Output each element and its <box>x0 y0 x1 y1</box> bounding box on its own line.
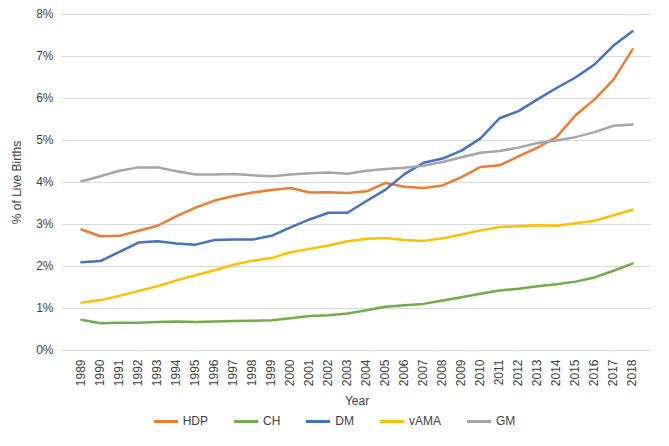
svg-text:2007: 2007 <box>416 359 430 386</box>
svg-text:1999: 1999 <box>264 359 278 386</box>
svg-text:1993: 1993 <box>150 359 164 386</box>
svg-text:1992: 1992 <box>131 359 145 386</box>
svg-text:0%: 0% <box>36 343 54 357</box>
svg-text:2%: 2% <box>36 259 54 273</box>
svg-text:1991: 1991 <box>112 359 126 386</box>
svg-text:2005: 2005 <box>378 359 392 386</box>
svg-text:2002: 2002 <box>321 359 335 386</box>
svg-text:3%: 3% <box>36 217 54 231</box>
svg-text:7%: 7% <box>36 49 54 63</box>
svg-text:2004: 2004 <box>359 359 373 386</box>
svg-text:8%: 8% <box>36 7 54 21</box>
svg-text:1994: 1994 <box>169 359 183 386</box>
svg-text:2018: 2018 <box>625 359 639 386</box>
svg-text:2017: 2017 <box>606 359 620 386</box>
html-text:CH: CH <box>263 414 281 428</box>
svg-text:1%: 1% <box>36 301 54 315</box>
svg-text:2009: 2009 <box>454 359 468 386</box>
svg-text:4%: 4% <box>36 175 54 189</box>
svg-text:Year: Year <box>345 394 369 408</box>
html-text:vAMA: vAMA <box>409 414 441 428</box>
svg-text:2016: 2016 <box>587 359 601 386</box>
svg-text:1998: 1998 <box>245 359 259 386</box>
svg-text:2008: 2008 <box>435 359 449 386</box>
svg-text:2015: 2015 <box>568 359 582 386</box>
svg-text:2010: 2010 <box>473 359 487 386</box>
svg-text:2012: 2012 <box>511 359 525 386</box>
svg-text:6%: 6% <box>36 91 54 105</box>
svg-text:1990: 1990 <box>93 359 107 386</box>
svg-text:1996: 1996 <box>207 359 221 386</box>
svg-text:1989: 1989 <box>74 359 88 386</box>
svg-text:1997: 1997 <box>226 359 240 386</box>
svg-text:2001: 2001 <box>302 359 316 386</box>
svg-text:5%: 5% <box>36 133 54 147</box>
svg-text:2011: 2011 <box>492 359 506 385</box>
svg-text:% of Live Births: % of Live Births <box>10 141 24 224</box>
svg-text:1995: 1995 <box>188 359 202 386</box>
html-text:GM: GM <box>496 414 516 428</box>
svg-text:2013: 2013 <box>530 359 544 386</box>
svg-text:2000: 2000 <box>283 359 297 386</box>
svg-text:2006: 2006 <box>397 359 411 386</box>
html-text:DM: DM <box>335 414 354 428</box>
html-text:HDP: HDP <box>182 414 208 428</box>
svg-text:2014: 2014 <box>549 359 563 386</box>
svg-text:2003: 2003 <box>340 359 354 386</box>
